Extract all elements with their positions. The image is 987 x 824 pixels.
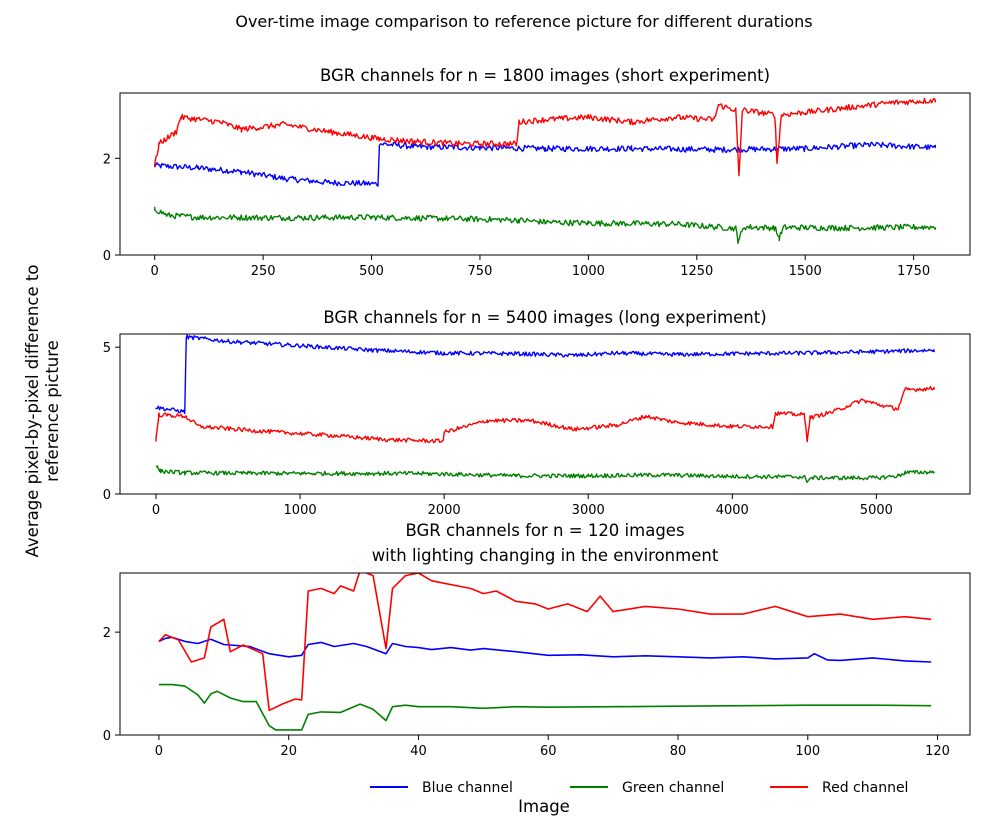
legend-item: Red channel	[770, 780, 908, 796]
y-tick-label: 0	[103, 249, 111, 264]
legend-label: Red channel	[822, 780, 908, 796]
x-tick-label: 5000	[860, 503, 893, 518]
legend: Blue channel Green channel Red channel	[370, 780, 908, 796]
x-tick-label: 80	[670, 744, 687, 759]
y-axis-label-line-2: reference picture	[43, 340, 62, 482]
x-tick-label: 500	[359, 264, 384, 279]
subplot-long-experiment: BGR channels for n = 5400 images (long e…	[103, 308, 971, 518]
x-tick-label: 40	[410, 744, 427, 759]
x-tick-label: 3000	[572, 503, 605, 518]
x-tick-label: 4000	[716, 503, 749, 518]
subplot-short-experiment: BGR channels for n = 1800 images (short …	[103, 66, 971, 279]
x-tick-label: 0	[151, 264, 159, 279]
y-tick-label: 2	[103, 152, 111, 167]
x-tick-label: 100	[795, 744, 820, 759]
x-tick-label: 250	[251, 264, 276, 279]
legend-label: Green channel	[622, 780, 724, 796]
axes-frame	[119, 572, 971, 736]
x-tick-label: 0	[155, 744, 163, 759]
x-axis-label: Image	[518, 797, 570, 816]
y-tick-label: 0	[103, 488, 111, 503]
series-line-blue-channel	[155, 334, 935, 415]
x-tick-label: 120	[925, 744, 950, 759]
figure-suptitle: Over-time image comparison to reference …	[235, 12, 812, 31]
y-tick-label: 2	[103, 626, 111, 641]
y-tick-label: 5	[103, 341, 111, 356]
subplot-title: BGR channels for n = 1800 images (short …	[320, 66, 770, 85]
axes-frame	[119, 92, 971, 256]
series-line-green-channel	[158, 683, 932, 731]
subplot-title: BGR channels for n = 120 images	[405, 521, 684, 540]
x-tick-label: 2000	[428, 503, 461, 518]
plot-area	[154, 97, 936, 244]
y-axis-label: Average pixel-by-pixel difference to ref…	[23, 265, 62, 558]
subplot-title: BGR channels for n = 5400 images (long e…	[323, 308, 766, 327]
series-line-blue-channel	[154, 141, 936, 187]
subplot-title: with lighting changing in the environmen…	[372, 546, 719, 565]
x-tick-label: 1000	[572, 264, 605, 279]
series-line-red-channel	[158, 573, 932, 712]
plot-area	[155, 334, 935, 483]
legend-item: Green channel	[570, 780, 724, 796]
x-tick-label: 60	[540, 744, 557, 759]
series-line-blue-channel	[158, 636, 932, 663]
legend-label: Blue channel	[422, 780, 513, 796]
axes-frame	[119, 333, 971, 495]
series-line-red-channel	[155, 385, 935, 444]
series-line-green-channel	[154, 206, 936, 244]
x-tick-label: 1750	[897, 264, 930, 279]
x-tick-label: 20	[280, 744, 297, 759]
x-tick-label: 1500	[789, 264, 822, 279]
x-tick-label: 0	[152, 503, 160, 518]
series-line-red-channel	[154, 97, 936, 177]
x-tick-label: 1000	[284, 503, 317, 518]
x-tick-label: 1250	[680, 264, 713, 279]
legend-item: Blue channel	[370, 780, 513, 796]
series-line-green-channel	[155, 465, 935, 483]
x-tick-label: 750	[468, 264, 493, 279]
y-axis-label-line-1: Average pixel-by-pixel difference to	[23, 265, 42, 558]
y-tick-label: 0	[103, 729, 111, 744]
plot-area	[158, 573, 932, 731]
subplot-lighting-change: BGR channels for n = 120 images with ligh…	[103, 521, 971, 759]
